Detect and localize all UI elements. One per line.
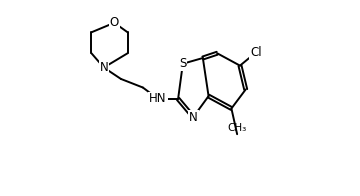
Text: Cl: Cl <box>250 46 262 59</box>
Text: CH₃: CH₃ <box>228 123 247 133</box>
Text: S: S <box>179 57 186 70</box>
Text: HN: HN <box>149 93 167 105</box>
Text: N: N <box>189 111 198 123</box>
Text: O: O <box>110 16 119 29</box>
Text: N: N <box>99 61 108 74</box>
